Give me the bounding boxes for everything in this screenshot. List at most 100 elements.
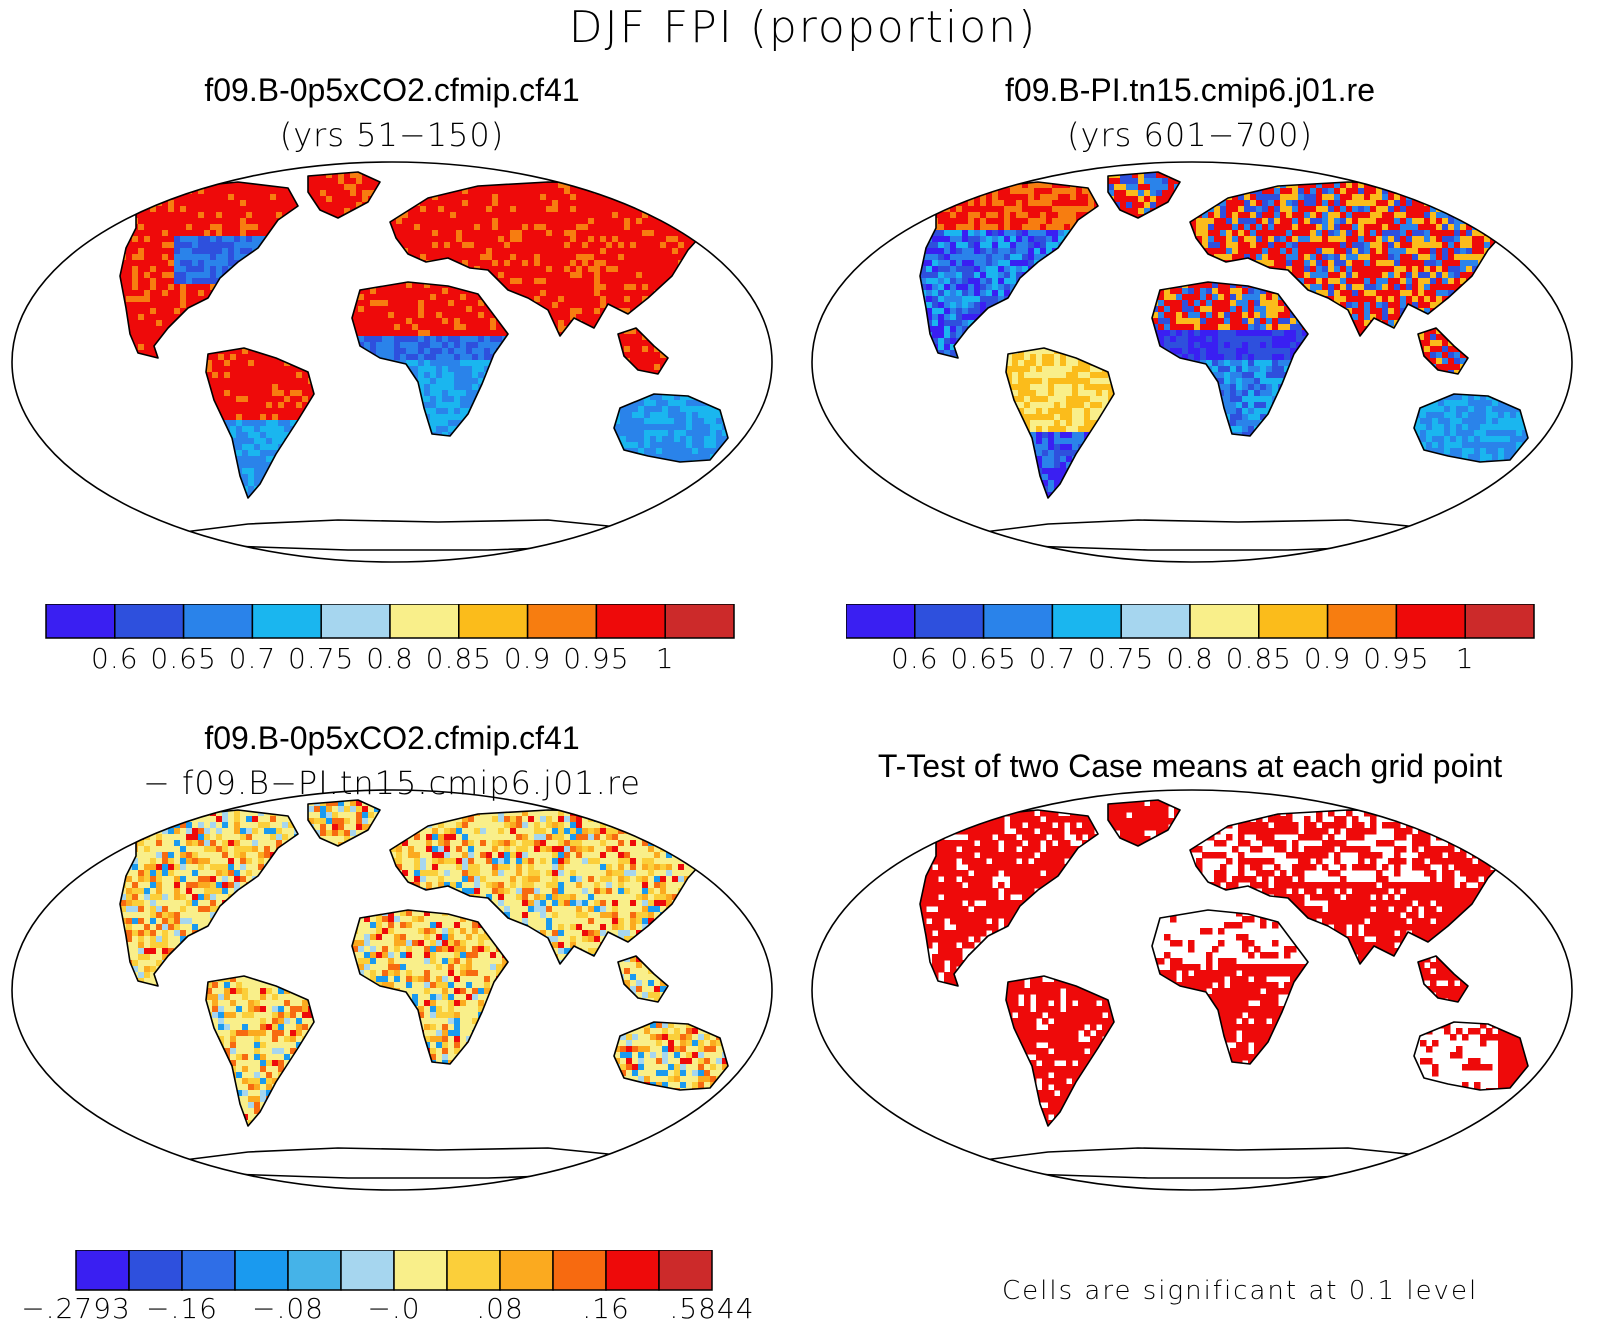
africa-field — [1152, 910, 1308, 1064]
greenland-field — [1108, 800, 1180, 846]
africa-field — [352, 282, 508, 436]
colorbar-tick-label: .5844 — [669, 1292, 754, 1325]
greenland-field — [308, 800, 380, 846]
colorbar-tick-label: −.16 — [146, 1292, 218, 1325]
colorbar-swatch — [45, 604, 116, 639]
africa-field — [1152, 282, 1308, 436]
greenland-coastline — [1107, 171, 1181, 219]
southAmerica-coastline — [1005, 347, 1115, 499]
colorbar-swatch — [499, 1250, 554, 1291]
southAmerica-field — [1006, 976, 1114, 1126]
colorbar-swatch — [1464, 604, 1535, 639]
colorbar-tick-label: 1 — [1456, 642, 1475, 675]
map-difference — [11, 789, 773, 1191]
map-case2 — [811, 161, 1573, 563]
colorbar-swatch — [446, 1250, 501, 1291]
colorbar-tick-label: 1 — [656, 642, 675, 675]
colorbar-swatch — [1395, 604, 1466, 639]
seAsia-coastline — [1417, 955, 1469, 1003]
colorbar-swatch — [595, 604, 666, 639]
colorbar-swatch — [181, 1250, 236, 1291]
northAmerica-coastline — [119, 809, 299, 987]
colorbar-swatch — [320, 604, 391, 639]
colorbar-swatch — [75, 1250, 130, 1291]
colorbar-swatch — [251, 604, 322, 639]
map-frame — [811, 789, 1573, 1191]
seAsia-field — [1418, 956, 1468, 1002]
map-case1 — [11, 161, 773, 563]
map-frame — [11, 161, 773, 563]
australia-field — [1414, 394, 1528, 462]
colorbar-tick-label: 0.6 — [91, 642, 139, 675]
northAmerica-coastline — [119, 181, 299, 359]
southAmerica-field — [1006, 348, 1114, 498]
africa-coastline — [351, 909, 509, 1065]
colorbar-tick-label: 0.9 — [504, 642, 552, 675]
australia-coastline — [613, 393, 729, 463]
colorbar-tick-label: 0.7 — [229, 642, 277, 675]
panel-1-title: f09.B-0p5xCO2.cfmip.cf41 — [204, 72, 580, 108]
colorbar-tick-label: −.0 — [367, 1292, 420, 1325]
seAsia-coastline — [1417, 327, 1469, 375]
australia-field — [614, 1022, 728, 1090]
colorbar-swatch — [914, 604, 985, 639]
australia-coastline — [1413, 1021, 1529, 1091]
colorbar-tick-label: .08 — [476, 1292, 524, 1325]
colorbar-swatch — [658, 1250, 713, 1291]
colorbar-tick-label: 0.75 — [288, 642, 354, 675]
colorbar-tick-label: 0.8 — [1166, 642, 1214, 675]
southAmerica-field — [206, 976, 314, 1126]
colorbar-swatch — [128, 1250, 183, 1291]
colorbar-swatch — [234, 1250, 289, 1291]
colorbar-tick-label: 0.65 — [950, 642, 1016, 675]
figure-title: DJF FPI (proportion) — [568, 2, 1038, 53]
colorbar-swatch — [605, 1250, 660, 1291]
southAmerica-coastline — [205, 347, 315, 499]
colorbar-difference: −.2793 −.16 −.08 −.0 .08 .16 .5844 — [21, 1250, 754, 1325]
colorbar-swatch — [182, 604, 254, 639]
colorbar-tick-label: 0.85 — [426, 642, 492, 675]
colorbar-swatch — [526, 604, 598, 639]
colorbar-tick-label: .16 — [582, 1292, 630, 1325]
map-frame — [11, 789, 773, 1191]
colorbar-tick-label: 0.6 — [891, 642, 939, 675]
colorbar-tick-label: −.08 — [252, 1292, 324, 1325]
panel-3-title: f09.B-0p5xCO2.cfmip.cf41 — [204, 720, 580, 756]
colorbar-tick-label: −.2793 — [21, 1292, 131, 1325]
colorbar-swatch — [393, 1250, 448, 1291]
colorbar-tick-label: 0.85 — [1226, 642, 1292, 675]
colorbar-swatch — [340, 1250, 395, 1291]
australia-field — [614, 394, 728, 462]
southAmerica-coastline — [1005, 975, 1115, 1127]
panel-3-subtitle: − f09.B−PI.tn15.cmip6.j01.re — [143, 764, 641, 802]
colorbar-tick-label: 0.65 — [150, 642, 216, 675]
colorbar-tick-label: 0.9 — [1304, 642, 1352, 675]
colorbar-tick-label: 0.7 — [1029, 642, 1077, 675]
colorbar-case1: 0.6 0.65 0.7 0.75 0.8 0.85 0.9 0.95 1 — [45, 604, 735, 675]
northAmerica-coastline — [919, 181, 1099, 359]
greenland-coastline — [307, 171, 381, 219]
colorbar-tick-label: 0.75 — [1088, 642, 1154, 675]
africa-coastline — [351, 281, 509, 437]
panel-1-subtitle: (yrs 51−150) — [279, 116, 505, 154]
australia-coastline — [1413, 393, 1529, 463]
colorbar-swatch — [1326, 604, 1398, 639]
seAsia-coastline — [617, 955, 669, 1003]
greenland-field — [1108, 172, 1180, 218]
colorbar-tick-label: 0.95 — [563, 642, 629, 675]
australia-field — [1414, 1022, 1528, 1090]
colorbar-swatch — [114, 604, 185, 639]
southAmerica-field — [206, 348, 314, 498]
southAmerica-coastline — [205, 975, 315, 1127]
seAsia-coastline — [617, 327, 669, 375]
panel-4-title: T-Test of two Case means at each grid po… — [877, 748, 1503, 784]
panel-2-subtitle: (yrs 601−700) — [1067, 116, 1313, 154]
colorbar-swatch — [287, 1250, 342, 1291]
colorbar-swatch — [458, 604, 529, 639]
africa-coastline — [1151, 909, 1309, 1065]
greenland-field — [308, 172, 380, 218]
seAsia-field — [618, 956, 668, 1002]
colorbar-swatch — [1258, 604, 1329, 639]
colorbar-swatch — [1189, 604, 1260, 639]
northAmerica-coastline — [919, 809, 1099, 987]
